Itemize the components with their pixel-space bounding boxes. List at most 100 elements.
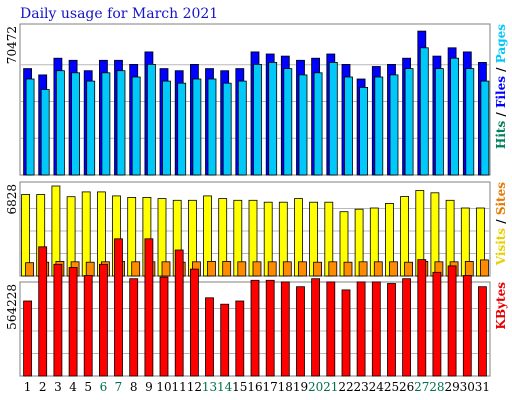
kbytes-bar xyxy=(205,297,214,377)
pages-bar xyxy=(71,72,80,176)
sites-bar xyxy=(222,260,232,277)
sites-bar xyxy=(464,260,474,277)
y-max-label: 6828 xyxy=(5,184,19,215)
day-label: 27 xyxy=(414,380,429,394)
y-max-label: 70472 xyxy=(5,26,19,64)
sites-bar xyxy=(313,261,323,277)
pages-bar xyxy=(374,76,384,176)
sites-bar xyxy=(298,261,307,277)
pages-bar xyxy=(465,68,475,176)
sites-bar xyxy=(389,261,398,277)
day-label: 6 xyxy=(100,380,108,394)
legend: Visits / Sites xyxy=(494,182,508,266)
legend-item: KBytes xyxy=(494,282,508,330)
day-label: 31 xyxy=(475,380,490,394)
day-label: 23 xyxy=(353,380,368,394)
sites-bar xyxy=(343,261,353,277)
panel-visits-sites: 6828 Visits / Sites xyxy=(5,181,508,277)
kbytes-bar xyxy=(371,281,381,377)
sites-bar xyxy=(358,261,368,277)
kbytes-bar xyxy=(447,265,457,377)
panel-kbytes: 564228 KBytes xyxy=(5,238,508,377)
kbytes-bar xyxy=(417,259,427,377)
kbytes-bar xyxy=(356,281,366,377)
day-label: 18 xyxy=(278,380,293,394)
day-label: 20 xyxy=(308,380,323,394)
kbytes-bar xyxy=(265,279,275,377)
pages-bar xyxy=(116,70,126,176)
pages-bar xyxy=(86,80,96,176)
day-label: 24 xyxy=(369,380,385,394)
kbytes-bar xyxy=(129,278,139,377)
day-label: 26 xyxy=(399,380,414,394)
kbytes-bar xyxy=(235,300,245,377)
kbytes-bar xyxy=(159,276,169,377)
pages-bar xyxy=(40,89,50,176)
legend-item: Pages xyxy=(494,24,508,64)
pages-bar xyxy=(480,80,490,176)
kbytes-bar xyxy=(23,300,33,377)
pages-bar xyxy=(344,76,353,176)
day-label: 17 xyxy=(263,380,278,394)
pages-bar xyxy=(450,57,460,176)
pages-bar xyxy=(25,78,35,176)
legend-item: Visits xyxy=(494,228,508,267)
day-axis-labels: 1 2 3 4 5 6 7 8 9 10 11 12 13 14 15 16 17 18 19 20 21 22 23 24 2… xyxy=(24,380,490,394)
pages-bar xyxy=(268,62,278,176)
kbytes-bar xyxy=(53,263,63,377)
day-label: 15 xyxy=(232,380,247,394)
pages-bar xyxy=(419,47,429,176)
kbytes-bar xyxy=(341,289,351,377)
kbytes-bar xyxy=(68,267,78,377)
sites-bar xyxy=(373,261,383,277)
kbytes-bar xyxy=(462,275,472,377)
day-label: 25 xyxy=(384,380,399,394)
pages-bar xyxy=(207,78,217,176)
pages-bar xyxy=(222,82,232,176)
kbytes-bar xyxy=(311,278,321,377)
chart-panels: 70472 Hits / Files / Pages 6828 Visits / Si… xyxy=(5,23,508,377)
day-label: 5 xyxy=(84,380,92,394)
pages-bar xyxy=(56,70,65,176)
kbytes-bar xyxy=(38,246,48,377)
sites-bar xyxy=(328,261,338,277)
sites-bar xyxy=(267,261,277,277)
legend-item: Hits xyxy=(494,121,508,149)
pages-bar xyxy=(298,74,308,176)
legend-item: Files xyxy=(494,76,508,108)
day-label: 3 xyxy=(54,380,62,394)
pages-bar xyxy=(283,68,293,176)
pages-bar xyxy=(359,87,369,176)
kbytes-bar xyxy=(174,249,184,377)
pages-bar xyxy=(389,74,399,176)
day-label: 14 xyxy=(217,380,233,394)
day-label: 7 xyxy=(115,380,123,394)
legend: Hits / Files / Pages xyxy=(494,24,508,149)
panel-hits-files-pages: 70472 Hits / Files / Pages xyxy=(5,23,508,176)
pages-bar xyxy=(313,72,323,176)
pages-bar xyxy=(253,64,262,176)
day-label: 1 xyxy=(24,380,32,394)
kbytes-bar xyxy=(189,268,199,377)
kbytes-bar xyxy=(280,281,290,377)
day-label: 2 xyxy=(39,380,47,394)
kbytes-bar xyxy=(99,263,108,377)
day-label: 16 xyxy=(247,380,262,394)
sites-bar xyxy=(404,261,414,277)
sites-bar xyxy=(131,261,141,277)
pages-bar xyxy=(162,80,171,176)
day-label: 13 xyxy=(202,380,217,394)
sites-bar xyxy=(25,262,35,277)
pages-bar xyxy=(328,62,338,176)
kbytes-bar xyxy=(477,286,487,377)
day-label: 10 xyxy=(156,380,171,394)
legend-separator: / xyxy=(494,63,508,76)
kbytes-bar xyxy=(432,271,442,377)
chart-title: Daily usage for March 2021 xyxy=(20,6,218,22)
day-label: 21 xyxy=(323,380,338,394)
day-label: 22 xyxy=(338,380,353,394)
pages-bar xyxy=(237,80,247,176)
legend-item: Sites xyxy=(494,182,508,215)
kbytes-bar xyxy=(114,238,123,377)
